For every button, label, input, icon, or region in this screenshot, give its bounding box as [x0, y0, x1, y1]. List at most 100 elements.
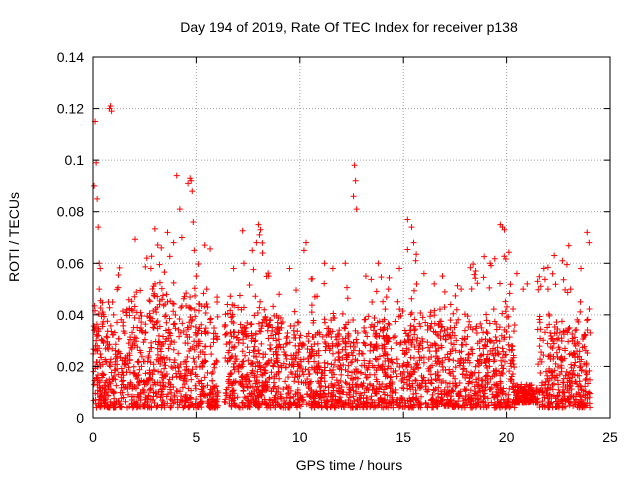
roti-point	[162, 372, 169, 379]
roti-point	[197, 391, 204, 398]
roti-point	[393, 373, 400, 380]
roti-point	[126, 305, 133, 312]
roti-point	[411, 369, 418, 376]
roti-point	[573, 391, 580, 398]
roti-point	[417, 404, 424, 411]
roti-point	[274, 359, 281, 366]
roti-point	[444, 326, 451, 333]
roti-point	[236, 404, 243, 411]
roti-point	[493, 326, 500, 333]
roti-point	[99, 372, 106, 379]
roti-peak-point	[439, 273, 446, 280]
roti-point	[133, 404, 140, 411]
roti-point	[347, 394, 354, 401]
roti-point	[404, 246, 411, 253]
roti-peak-point	[584, 229, 591, 236]
roti-point	[470, 403, 477, 410]
roti-point	[392, 399, 399, 406]
roti-point	[295, 319, 302, 326]
roti-point	[445, 399, 452, 406]
roti-point	[176, 333, 183, 340]
x-tick-label: 5	[193, 429, 201, 445]
roti-point	[506, 404, 513, 411]
roti-point	[572, 359, 579, 366]
roti-point	[406, 382, 413, 389]
roti-point	[353, 336, 360, 343]
roti-point	[390, 334, 397, 341]
roti-point	[249, 396, 256, 403]
roti-point	[155, 338, 162, 345]
roti-point	[187, 314, 194, 321]
roti-point	[154, 293, 161, 300]
roti-point	[548, 335, 555, 342]
roti-peak-point	[350, 193, 357, 200]
roti-point	[455, 316, 462, 323]
roti-point	[106, 379, 113, 386]
roti-point	[273, 312, 280, 319]
roti-point	[165, 326, 172, 333]
roti-point	[502, 308, 509, 315]
roti-point	[354, 375, 361, 382]
roti-point	[112, 355, 119, 362]
roti-point	[384, 365, 391, 372]
roti-point	[239, 329, 246, 336]
roti-point	[498, 369, 505, 376]
roti-point	[462, 393, 469, 400]
roti-point	[245, 357, 252, 364]
roti-point	[472, 325, 479, 332]
roti-point	[330, 387, 337, 394]
roti-point	[274, 401, 281, 408]
roti-point	[395, 313, 402, 320]
roti-point	[358, 398, 365, 405]
roti-point	[255, 320, 262, 327]
roti-point	[560, 276, 567, 283]
roti-point	[196, 380, 203, 387]
roti-point	[406, 397, 413, 404]
roti-point	[158, 369, 165, 376]
roti-point	[181, 293, 188, 300]
roti-point	[576, 353, 583, 360]
roti-point	[496, 338, 503, 345]
roti-point	[190, 404, 197, 411]
roti-point	[505, 313, 512, 320]
roti-point	[238, 373, 245, 380]
roti-point	[308, 346, 315, 353]
roti-point	[439, 323, 446, 330]
roti-point	[148, 253, 155, 260]
roti-point	[204, 382, 211, 389]
roti-point	[407, 386, 414, 393]
roti-point	[521, 392, 528, 399]
roti-point	[412, 376, 419, 383]
roti-peak-point	[501, 226, 508, 233]
roti-point	[285, 374, 292, 381]
roti-point	[483, 372, 490, 379]
roti-point	[490, 358, 497, 365]
roti-point	[222, 389, 229, 396]
roti-point	[304, 345, 311, 352]
roti-point	[346, 338, 353, 345]
roti-point	[372, 331, 379, 338]
roti-point	[497, 378, 504, 385]
roti-point	[412, 396, 419, 403]
roti-point	[158, 296, 165, 303]
roti-point	[115, 335, 122, 342]
roti-point	[346, 384, 353, 391]
roti-point	[187, 293, 194, 300]
roti-point	[491, 255, 498, 262]
roti-point	[323, 343, 330, 350]
roti-point	[252, 337, 259, 344]
roti-point	[90, 397, 97, 404]
roti-peak-point	[534, 278, 541, 285]
roti-point	[180, 404, 187, 411]
roti-point	[399, 371, 406, 378]
roti-point	[281, 349, 288, 356]
roti-point	[379, 318, 386, 325]
roti-point	[202, 343, 209, 350]
roti-point	[542, 368, 549, 375]
roti-peak-point	[431, 280, 438, 287]
roti-point	[162, 312, 169, 319]
roti-point	[565, 338, 572, 345]
roti-point	[96, 377, 103, 384]
roti-point	[193, 396, 200, 403]
roti-point	[339, 346, 346, 353]
